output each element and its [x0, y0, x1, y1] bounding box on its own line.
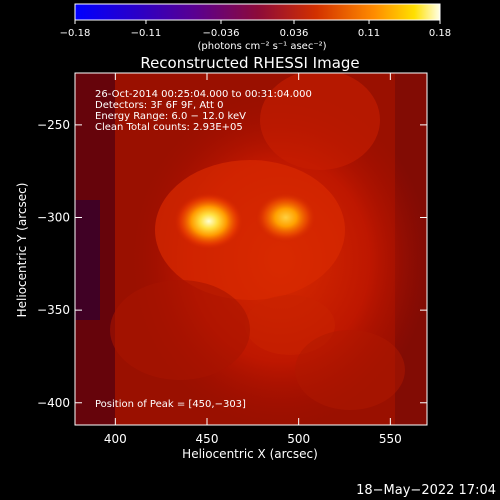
chart-title: Reconstructed RHESSI Image	[140, 54, 359, 72]
hxr-source	[173, 192, 245, 251]
annotation-detectors: Detectors: 3F 6F 9F, Att 0	[95, 100, 223, 111]
plot-frame	[74, 72, 428, 426]
colorbar-frame	[74, 3, 441, 21]
colorbar-tick-label: −0.18	[60, 28, 91, 39]
y-axis-ticks: −250 −300 −350 −400	[37, 118, 427, 410]
colorbar-tick-label: −0.11	[131, 28, 162, 39]
x-tick-label: 500	[287, 432, 310, 446]
annotation-clean-counts: Clean Total counts: 2.93E+05	[95, 122, 243, 133]
colorbar-tick-label: 0.18	[429, 28, 451, 39]
y-tick-label: −300	[37, 211, 70, 225]
y-tick-label: −250	[37, 118, 70, 132]
annotation-time-range: 26-Oct-2014 00:25:04.000 to 00:31:04.000	[95, 89, 312, 100]
hxr-source	[255, 192, 317, 243]
colorbar-ticks: −0.18 −0.11 −0.036 0.036 0.11 0.18	[60, 20, 451, 39]
peak-position-label: Position of Peak = [450,−303]	[95, 399, 246, 410]
x-tick-label: 400	[104, 432, 127, 446]
y-axis-label: Heliocentric Y (arcsec)	[15, 183, 29, 318]
sources-layer	[173, 192, 317, 251]
colorbar-unit-label: (photons cm⁻² s⁻¹ asec⁻²)	[197, 41, 326, 52]
colorbar	[75, 4, 440, 20]
annotation-energy-range: Energy Range: 6.0 − 12.0 keV	[95, 111, 246, 122]
image-area	[75, 73, 427, 425]
x-axis-label: Heliocentric X (arcsec)	[182, 447, 318, 461]
x-axis-ticks: 400 450 500 550	[104, 73, 402, 446]
colorbar-tick-label: 0.11	[358, 28, 380, 39]
timestamp: 18−May−2022 17:04	[356, 483, 496, 498]
colorbar-tick-label: −0.036	[202, 28, 239, 39]
y-tick-label: −400	[37, 396, 70, 410]
colorbar-tick-label: 0.036	[280, 28, 309, 39]
y-tick-label: −350	[37, 303, 70, 317]
x-tick-label: 550	[379, 432, 402, 446]
x-tick-label: 450	[196, 432, 219, 446]
